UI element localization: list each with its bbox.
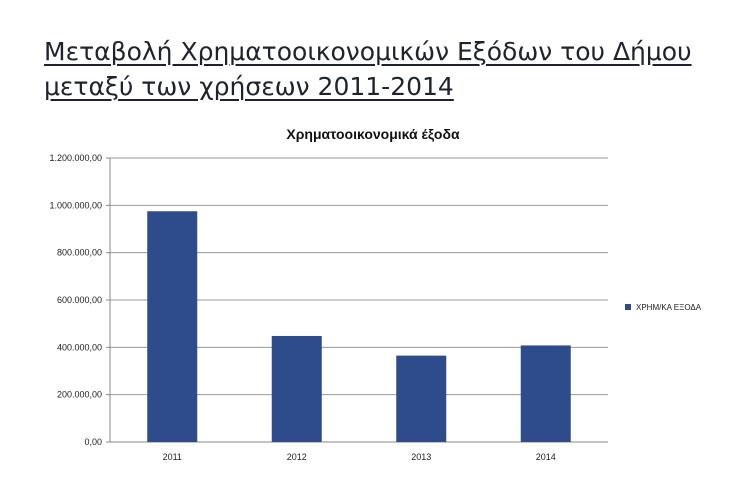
chart-title: Χρηματοοικονομικά έξοδα: [286, 126, 460, 142]
y-tick-label: 1.000.000,00: [49, 200, 102, 210]
y-tick-label: 600.000,00: [57, 295, 102, 305]
legend: ΧΡΗΜ/ΚΑ ΕΞΟΔΑ: [625, 303, 702, 312]
page-title: Μεταβολή Χρηματοοικονομικών Εξόδων του Δ…: [44, 34, 692, 104]
x-tick-label: 2012: [287, 452, 307, 462]
bar-2012: [271, 335, 322, 442]
bar-2013: [396, 355, 447, 442]
y-tick-label: 1.200.000,00: [49, 153, 102, 163]
y-axis-ticks: 0,00 200.000,00 400.000,00 600.000,00 800.00…: [49, 153, 111, 447]
x-tick-label: 2011: [163, 452, 182, 462]
y-tick-label: 200.000,00: [57, 390, 102, 400]
bar-2011: [147, 211, 198, 442]
y-tick-label: 800.000,00: [57, 248, 102, 258]
y-tick-label: 400.000,00: [57, 342, 102, 352]
page-title-line-1: Μεταβολή Χρηματοοικονομικών Εξόδων του Δ…: [44, 37, 692, 66]
x-tick-label: 2013: [411, 452, 431, 462]
bars: [147, 211, 571, 442]
legend-swatch: [625, 304, 631, 310]
y-tick-label: 0,00: [84, 437, 102, 447]
bar-2014: [520, 345, 571, 442]
legend-label: ΧΡΗΜ/ΚΑ ΕΞΟΔΑ: [636, 303, 702, 312]
x-tick-label: 2014: [536, 452, 556, 462]
x-axis-ticks: 2011 2012 2013 2014: [163, 452, 556, 462]
page-title-line-2: μεταξύ των χρήσεων 2011-2014: [44, 72, 454, 101]
